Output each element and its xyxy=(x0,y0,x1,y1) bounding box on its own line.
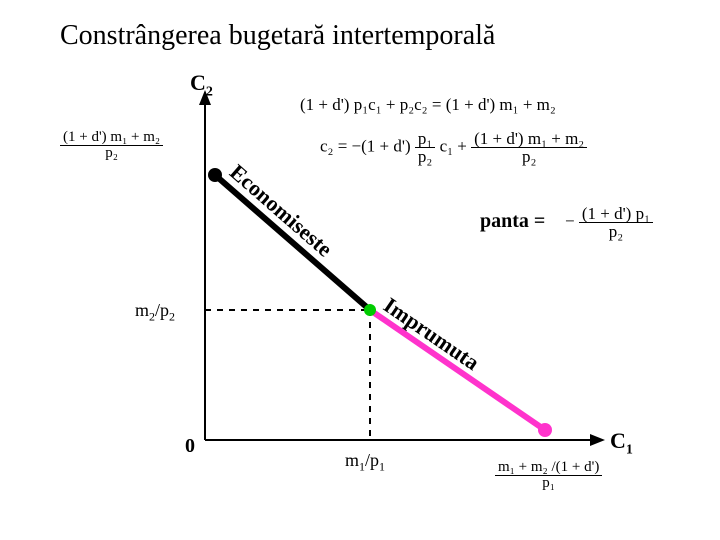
econ-start-dot xyxy=(208,168,222,182)
segment-economiseste xyxy=(215,175,370,310)
m2p2-label: m2/p2 xyxy=(135,300,175,325)
eq-x-intercept: m₁ + m₂ /(1 + d')p₁ xyxy=(495,460,602,491)
eq-c2-function: c₂ = −(1 + d') p₁p₂ c₁ + (1 + d') m₁ + m… xyxy=(320,130,587,165)
origin-label: 0 xyxy=(185,435,195,458)
eq-y-intercept: (1 + d') m₁ + m₂p₂ xyxy=(60,130,163,161)
endowment-dot xyxy=(364,304,376,316)
imprumuta-end-dot xyxy=(538,423,552,437)
m1p1-label: m1/p1 xyxy=(345,450,385,475)
eq-slope: − (1 + d') p₁p₂ xyxy=(565,205,653,240)
x-axis-label: C1 xyxy=(610,428,633,458)
eq-budget-line: (1 + d') p₁c₁ + p₂c₂ = (1 + d') m₁ + m₂ xyxy=(300,95,556,115)
segment-imprumuta xyxy=(370,310,545,430)
y-axis-label: C2 xyxy=(190,70,213,100)
x-axis-arrow xyxy=(590,434,605,446)
panta-label: panta = xyxy=(480,210,545,233)
